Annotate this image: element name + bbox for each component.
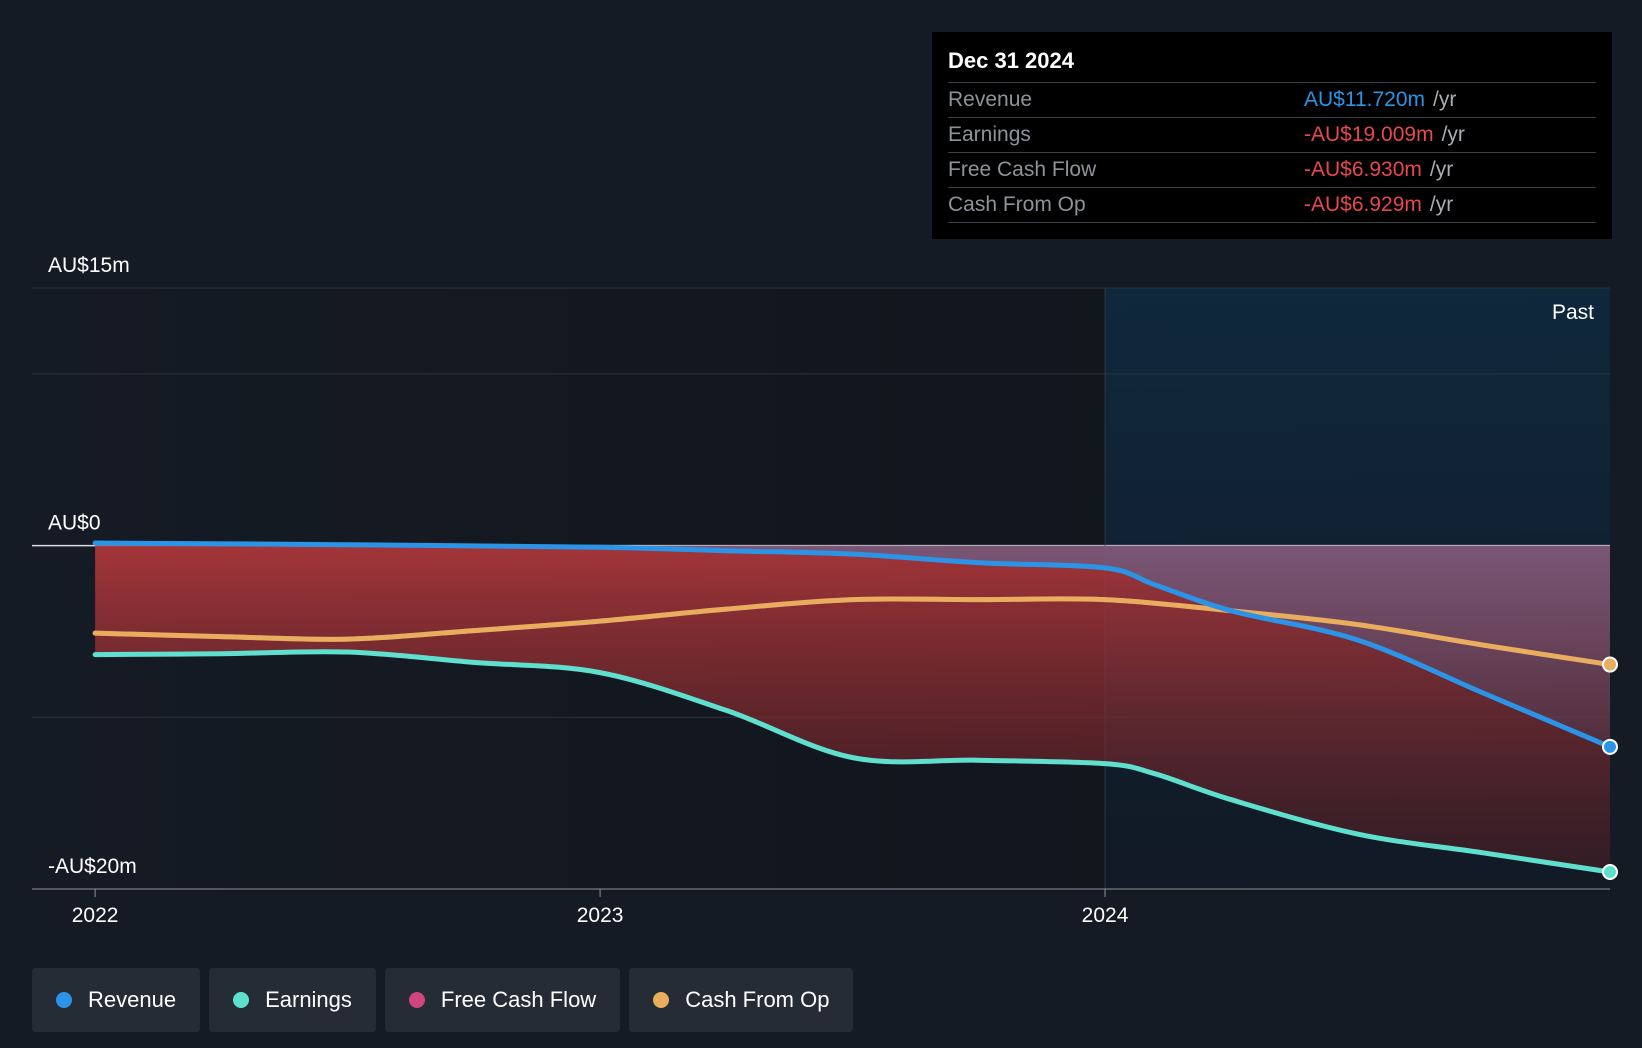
series-endpoints [1602, 656, 1618, 880]
series-areas [95, 542, 1611, 872]
tooltip-value: -AU$6.930m [1304, 158, 1422, 181]
past-label: Past [1552, 301, 1594, 324]
legend-dot-icon [233, 992, 250, 1008]
revenue-line [92, 540, 1613, 750]
legend-dot-icon [653, 992, 670, 1008]
y-axis-labels: AU$15m AU$0 -AU$20m [48, 254, 137, 878]
x-tick-label: 2024 [1082, 904, 1129, 927]
tooltip: Dec 31 2024 Revenue AU$11.720m /yr Earni… [932, 32, 1612, 239]
tooltip-value: -AU$19.009m [1304, 123, 1434, 146]
cash-from-op-endpoint [1602, 656, 1618, 673]
series-lines [92, 540, 1613, 875]
tooltip-unit: /yr [1429, 193, 1454, 216]
tooltip-date: Dec 31 2024 [948, 46, 1596, 83]
y-tick-label: -AU$20m [48, 855, 137, 878]
legend-dot-icon [56, 992, 72, 1008]
earnings-area [95, 545, 1611, 872]
tooltip-label: Cash From Op [948, 193, 1086, 216]
tooltip-unit: /yr [1429, 158, 1454, 181]
tooltip-unit: /yr [1433, 88, 1457, 111]
legend-dot-icon [408, 992, 425, 1008]
revenue-area [95, 542, 1611, 747]
legend: Revenue Earnings Free Cash Flow Cash Fro… [32, 968, 854, 1032]
tooltip-value: -AU$6.929m [1304, 193, 1422, 216]
tooltip-label: Earnings [948, 123, 1031, 146]
earnings-endpoint [1602, 863, 1618, 880]
tooltip-row-cash-from-op: Cash From Op -AU$6.929m /yr [948, 188, 1596, 223]
legend-label: Revenue [88, 987, 177, 1012]
legend-label: Free Cash Flow [440, 987, 597, 1012]
tooltip-value: AU$11.720m [1304, 88, 1426, 111]
legend-item-cash-from-op[interactable]: Cash From Op [629, 968, 854, 1032]
earnings-line [92, 649, 1613, 875]
tooltip-row-earnings: Earnings -AU$19.009m /yr [948, 118, 1596, 153]
legend-label: Cash From Op [685, 987, 830, 1012]
tooltip-row-revenue: Revenue AU$11.720m /yr [948, 83, 1596, 118]
x-axis-labels: 2022 2023 2024 [32, 888, 1610, 927]
legend-item-earnings[interactable]: Earnings [209, 968, 376, 1032]
x-tick-label: 2023 [577, 904, 624, 927]
revenue-endpoint [1602, 738, 1618, 755]
tooltip-unit: /yr [1441, 123, 1465, 146]
tooltip-label: Revenue [948, 88, 1033, 111]
y-tick-label: AU$0 [48, 512, 101, 535]
legend-item-free-cash-flow[interactable]: Free Cash Flow [384, 968, 621, 1032]
x-tick-label: 2022 [72, 904, 119, 927]
legend-item-revenue[interactable]: Revenue [32, 968, 201, 1032]
y-tick-label: AU$15m [48, 254, 130, 277]
cash-from-op-line [92, 596, 1613, 668]
legend-label: Earnings [265, 987, 352, 1012]
tooltip-label: Free Cash Flow [948, 158, 1097, 181]
tooltip-row-free-cash-flow: Free Cash Flow -AU$6.930m /yr [948, 153, 1596, 188]
